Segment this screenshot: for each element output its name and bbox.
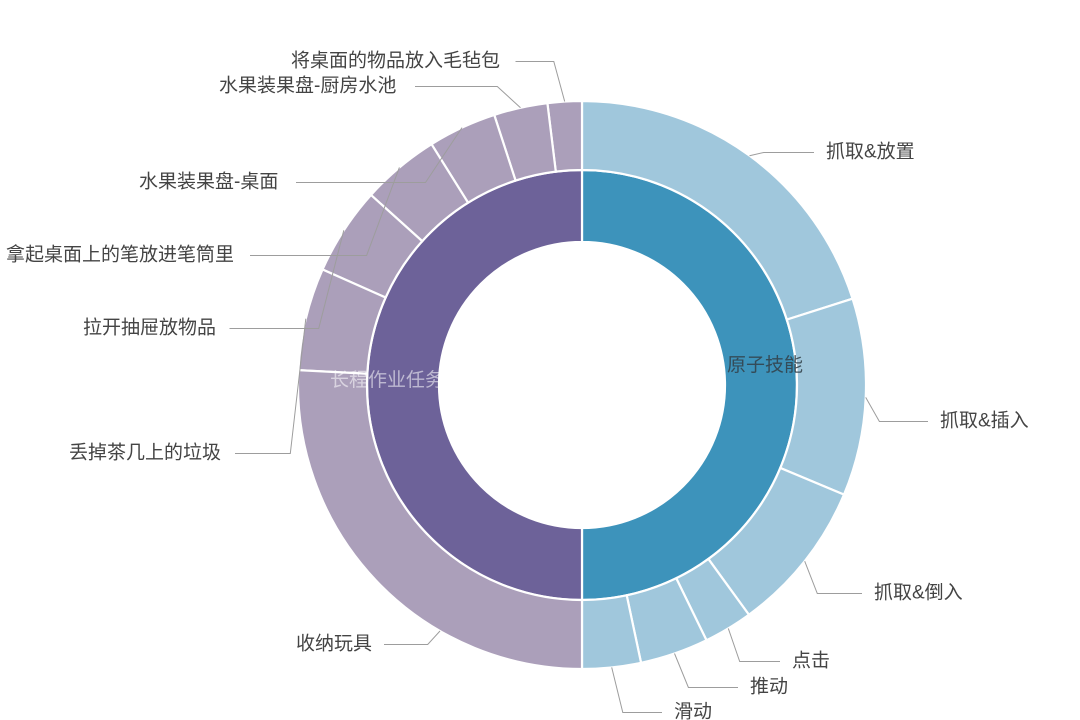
svg-text:水果装果盘-厨房水池: 水果装果盘-厨房水池 xyxy=(219,75,396,97)
svg-text:长程作业任务: 长程作业任务 xyxy=(330,369,444,391)
svg-text:丢掉茶几上的垃圾: 丢掉茶几上的垃圾 xyxy=(69,442,221,464)
svg-text:滑动: 滑动 xyxy=(674,701,712,720)
svg-text:将桌面的物品放入毛毡包: 将桌面的物品放入毛毡包 xyxy=(291,50,500,72)
svg-text:抓取&插入: 抓取&插入 xyxy=(940,410,1029,432)
svg-text:点击: 点击 xyxy=(792,650,830,672)
svg-text:收纳玩具: 收纳玩具 xyxy=(296,633,372,655)
svg-text:抓取&倒入: 抓取&倒入 xyxy=(874,582,963,604)
svg-text:水果装果盘-桌面: 水果装果盘-桌面 xyxy=(139,171,278,193)
svg-text:原子技能: 原子技能 xyxy=(727,354,803,376)
svg-text:推动: 推动 xyxy=(750,676,788,698)
svg-text:拿起桌面上的笔放进笔筒里: 拿起桌面上的笔放进笔筒里 xyxy=(6,243,234,266)
svg-text:拉开抽屉放物品: 拉开抽屉放物品 xyxy=(83,317,216,339)
svg-text:抓取&放置: 抓取&放置 xyxy=(826,141,915,163)
